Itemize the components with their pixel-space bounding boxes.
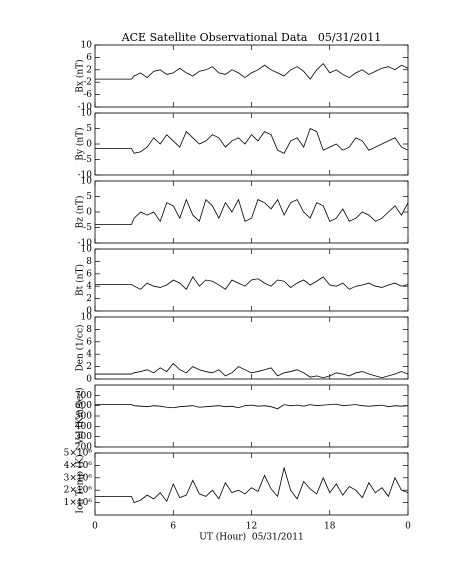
x-axis-label: UT (Hour) 05/31/2011 bbox=[199, 532, 303, 543]
panel-frame bbox=[94, 452, 409, 516]
data-line bbox=[95, 466, 409, 504]
y-axis-label: Vel (Km/sec) bbox=[75, 387, 86, 445]
y-tick-label: 5 bbox=[86, 124, 92, 134]
y-tick-label: 10 bbox=[81, 245, 93, 255]
x-tick-label: 18 bbox=[324, 522, 336, 532]
data-line bbox=[95, 127, 409, 154]
y-tick-label: 10 bbox=[81, 313, 93, 323]
y-tick-label: -10 bbox=[78, 103, 93, 113]
data-line bbox=[95, 362, 409, 379]
x-tick-label: 6 bbox=[170, 522, 176, 532]
y-tick-label: 300 bbox=[75, 432, 92, 442]
y-tick-label: -5 bbox=[83, 155, 92, 165]
y-axis-label: Bx (nT) bbox=[75, 59, 86, 92]
y-tick-label: 0 bbox=[86, 307, 92, 317]
y-tick-label: 2×10⁶ bbox=[64, 486, 93, 496]
y-tick-label: 6 bbox=[86, 269, 92, 279]
y-tick-label: 0 bbox=[86, 208, 92, 218]
y-tick-label: 8 bbox=[86, 257, 92, 267]
y-tick-label: -6 bbox=[83, 90, 92, 100]
y-axis-label: Den (1/cc) bbox=[75, 324, 86, 371]
x-tick-label: 0 bbox=[92, 522, 98, 532]
y-axis-label: Bt (nT) bbox=[75, 264, 86, 296]
y-tick-label: 4 bbox=[86, 350, 92, 360]
panel-frame bbox=[94, 44, 409, 108]
y-tick-label: 400 bbox=[75, 422, 92, 432]
y-tick-label: 4×10⁶ bbox=[64, 461, 93, 471]
y-tick-label: 3×10⁶ bbox=[64, 473, 93, 483]
y-tick-label: 8 bbox=[86, 325, 92, 335]
y-tick-label: 6 bbox=[86, 53, 92, 63]
y-tick-label: 5 bbox=[86, 192, 92, 202]
y-tick-label: 2 bbox=[86, 294, 92, 304]
y-tick-label: 600 bbox=[75, 401, 92, 411]
y-tick-label: -10 bbox=[78, 171, 93, 181]
data-line bbox=[95, 403, 409, 410]
y-tick-label: 0 bbox=[86, 375, 92, 385]
x-tick-label: 0 bbox=[405, 522, 411, 532]
y-tick-label: 200 bbox=[75, 443, 92, 453]
panel-frame bbox=[94, 316, 409, 380]
y-axis-label: Bz (nT) bbox=[75, 195, 86, 228]
y-tick-label: -10 bbox=[78, 239, 93, 249]
y-tick-label: 500 bbox=[75, 412, 92, 422]
y-tick-label: -5 bbox=[83, 223, 92, 233]
chart-title: ACE Satellite Observational Data 05/31/2… bbox=[121, 31, 382, 44]
y-tick-label: 10 bbox=[81, 177, 93, 187]
y-tick-label: 4 bbox=[86, 282, 92, 292]
y-tick-label: 10 bbox=[81, 109, 93, 119]
y-tick-label: 700 bbox=[75, 391, 92, 401]
y-tick-label: -2 bbox=[83, 78, 92, 88]
y-axis-label: Ion Temp (K) bbox=[75, 454, 86, 513]
data-line bbox=[95, 276, 409, 290]
y-tick-label: 5×10⁶ bbox=[64, 449, 93, 459]
panel-frame bbox=[94, 384, 409, 448]
y-tick-label: 1×10⁶ bbox=[64, 498, 93, 508]
x-tick-label: 12 bbox=[246, 522, 257, 532]
y-tick-label: 2 bbox=[86, 65, 92, 75]
y-tick-label: 10 bbox=[81, 41, 93, 51]
y-tick-label: 0 bbox=[86, 140, 92, 150]
y-tick-label: 2 bbox=[86, 362, 92, 372]
panel-frame bbox=[94, 112, 409, 176]
y-tick-label: 6 bbox=[86, 337, 92, 347]
panel-frame bbox=[94, 180, 409, 244]
y-axis-label: By (nT) bbox=[75, 127, 86, 160]
data-line bbox=[95, 198, 409, 225]
data-line bbox=[95, 62, 409, 80]
